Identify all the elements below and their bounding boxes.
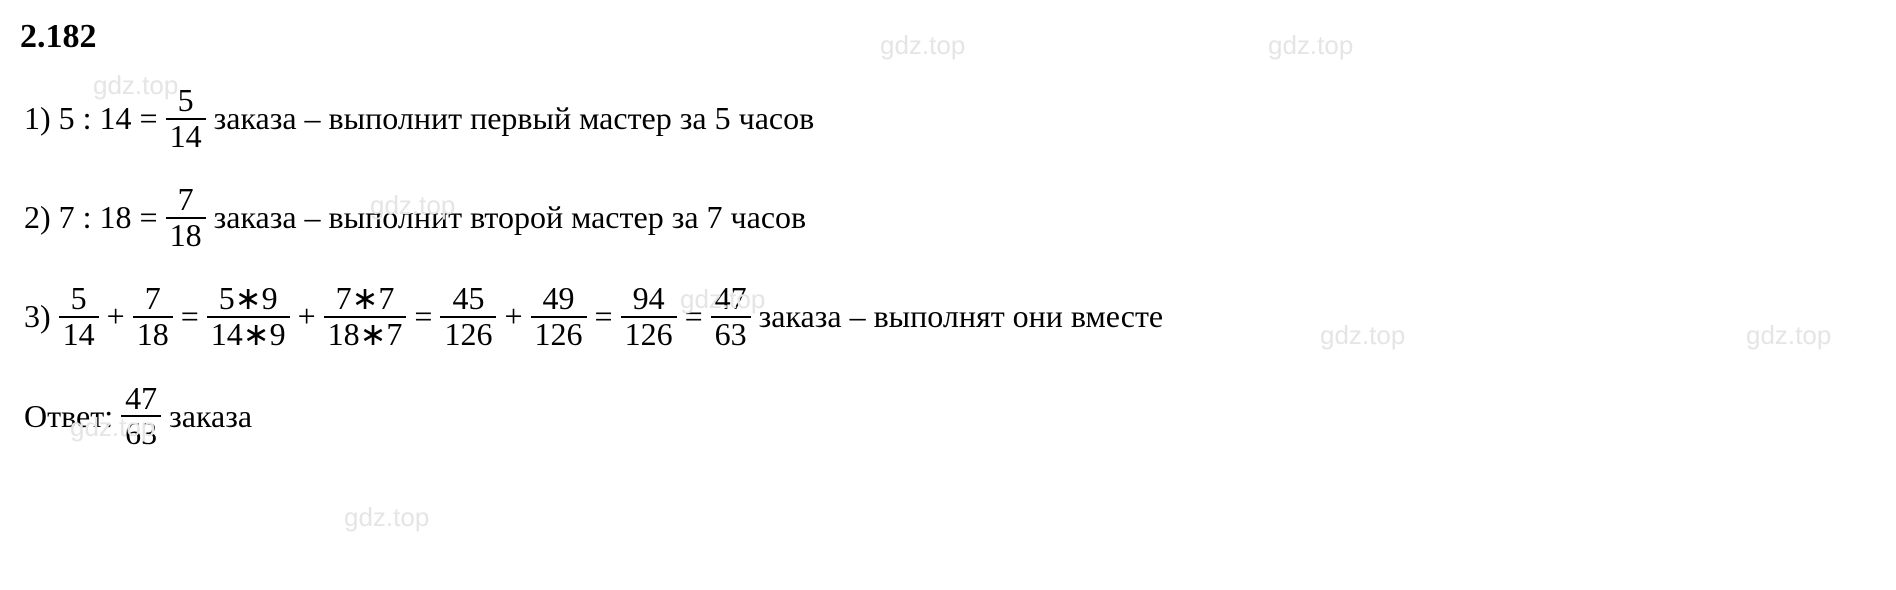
equals-sign: = [181,298,199,335]
step-1-suffix: заказа – выполнит первый мастер за 5 час… [214,100,815,137]
fraction-5-14: 5 14 [166,84,206,153]
plus-sign: + [298,298,316,335]
fraction-denominator: 63 [711,316,751,352]
page: 2.182 1) 5 : 14 = 5 14 заказа – выполнит… [0,0,1896,451]
step-3-prefix: 3) [24,298,51,335]
plus-sign: + [504,298,522,335]
problem-number: 2.182 [20,18,1876,56]
fraction-f4: 7∗7 18∗7 [324,282,407,351]
step-1-prefix: 1) 5 : 14 = [24,100,158,137]
step-2: 2) 7 : 18 = 7 18 заказа – выполнит второ… [20,183,1876,252]
answer-label: Ответ: [24,398,113,435]
fraction-7-18: 7 18 [166,183,206,252]
fraction-f6: 49 126 [531,282,587,351]
answer-fraction: 47 63 [121,382,161,451]
fraction-denominator: 18∗7 [324,316,407,352]
fraction-numerator: 47 [711,282,751,316]
equals-sign: = [595,298,613,335]
fraction-denominator: 18 [133,316,173,352]
fraction-f3: 5∗9 14∗9 [207,282,290,351]
fraction-f8: 47 63 [711,282,751,351]
step-2-prefix: 2) 7 : 18 = [24,199,158,236]
fraction-denominator: 63 [121,415,161,451]
fraction-denominator: 14 [59,316,99,352]
step-3-suffix: заказа – выполнят они вместе [759,298,1164,335]
fraction-numerator: 5∗9 [215,282,282,316]
fraction-numerator: 7 [174,183,198,217]
fraction-denominator: 18 [166,217,206,253]
equals-sign: = [414,298,432,335]
fraction-numerator: 5 [174,84,198,118]
fraction-denominator: 14∗9 [207,316,290,352]
step-1: 1) 5 : 14 = 5 14 заказа – выполнит первы… [20,84,1876,153]
fraction-denominator: 14 [166,118,206,154]
fraction-f2: 7 18 [133,282,173,351]
fraction-numerator: 7∗7 [332,282,399,316]
answer-suffix: заказа [169,398,252,435]
step-2-suffix: заказа – выполнит второй мастер за 7 час… [214,199,807,236]
fraction-f1: 5 14 [59,282,99,351]
equals-sign: = [685,298,703,335]
fraction-denominator: 126 [440,316,496,352]
fraction-denominator: 126 [531,316,587,352]
fraction-numerator: 47 [121,382,161,416]
fraction-f5: 45 126 [440,282,496,351]
fraction-f7: 94 126 [621,282,677,351]
answer: Ответ: 47 63 заказа [20,382,1876,451]
fraction-numerator: 49 [539,282,579,316]
fraction-denominator: 126 [621,316,677,352]
fraction-numerator: 5 [67,282,91,316]
fraction-numerator: 45 [448,282,488,316]
plus-sign: + [107,298,125,335]
fraction-numerator: 7 [141,282,165,316]
fraction-numerator: 94 [629,282,669,316]
step-3: 3) 5 14 + 7 18 = 5∗9 14∗9 + 7∗7 18∗7 = 4… [20,282,1876,351]
watermark: gdz.top [344,502,429,533]
